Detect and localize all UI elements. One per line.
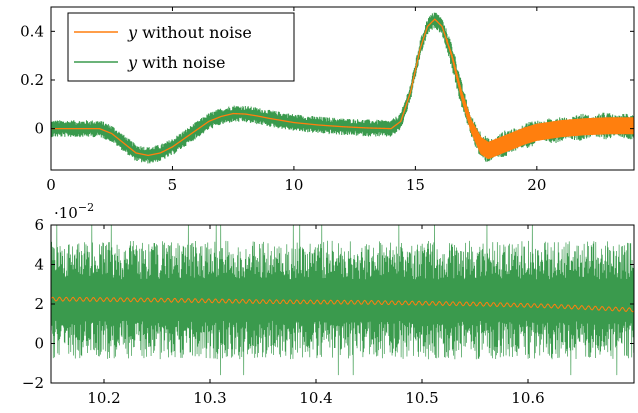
bottom-ytick-label: −2 (22, 374, 44, 392)
top-xtick-label: 10 (284, 176, 303, 194)
top-clean-series (51, 18, 634, 159)
legend-label-without-noise: y without noise (127, 23, 252, 42)
bottom-xtick-label: 10.3 (193, 389, 226, 407)
top-xtick-label: 5 (168, 176, 178, 194)
bottom-panel: 10.2 10.3 10.4 10.5 10.6 −2 0 2 4 6 ·10−2 (22, 201, 635, 407)
top-xtick-label: 15 (406, 176, 425, 194)
top-ytick-label: 0.4 (20, 22, 44, 40)
top-noisy-series (51, 12, 634, 164)
bottom-xtick-label: 10.6 (511, 389, 544, 407)
bottom-ytick-label: 6 (34, 216, 44, 234)
bottom-xtick-label: 10.4 (299, 389, 332, 407)
top-xtick-label: 0 (46, 176, 56, 194)
top-ytick-label: 0.2 (20, 71, 44, 89)
top-ytick-label: 0 (34, 120, 44, 138)
bottom-clean-series (51, 296, 634, 313)
top-xtick-label: 20 (527, 176, 546, 194)
bottom-ytick-label: 0 (34, 335, 44, 353)
top-panel: 0 5 10 15 20 0 0.2 0.4 y without noise y with n… (20, 6, 635, 194)
bottom-ytick-label: 4 (34, 256, 44, 274)
legend-box (67, 12, 295, 82)
bottom-noisy-series (51, 225, 634, 376)
bottom-ytick-label: 2 (34, 295, 44, 313)
legend-label-with-noise: y with noise (127, 53, 226, 72)
bottom-axis-ticks: 10.2 10.3 10.4 10.5 10.6 −2 0 2 4 6 (22, 216, 634, 407)
top-axes-frame (50, 6, 635, 171)
top-axis-ticks: 0 5 10 15 20 0 0.2 0.4 (20, 7, 634, 194)
bottom-axes-frame (50, 224, 635, 384)
legend: y without noise y with noise (67, 12, 295, 82)
bottom-y-scale-label: ·10−2 (54, 201, 94, 222)
bottom-xtick-label: 10.5 (405, 389, 438, 407)
bottom-xtick-label: 10.2 (87, 389, 120, 407)
